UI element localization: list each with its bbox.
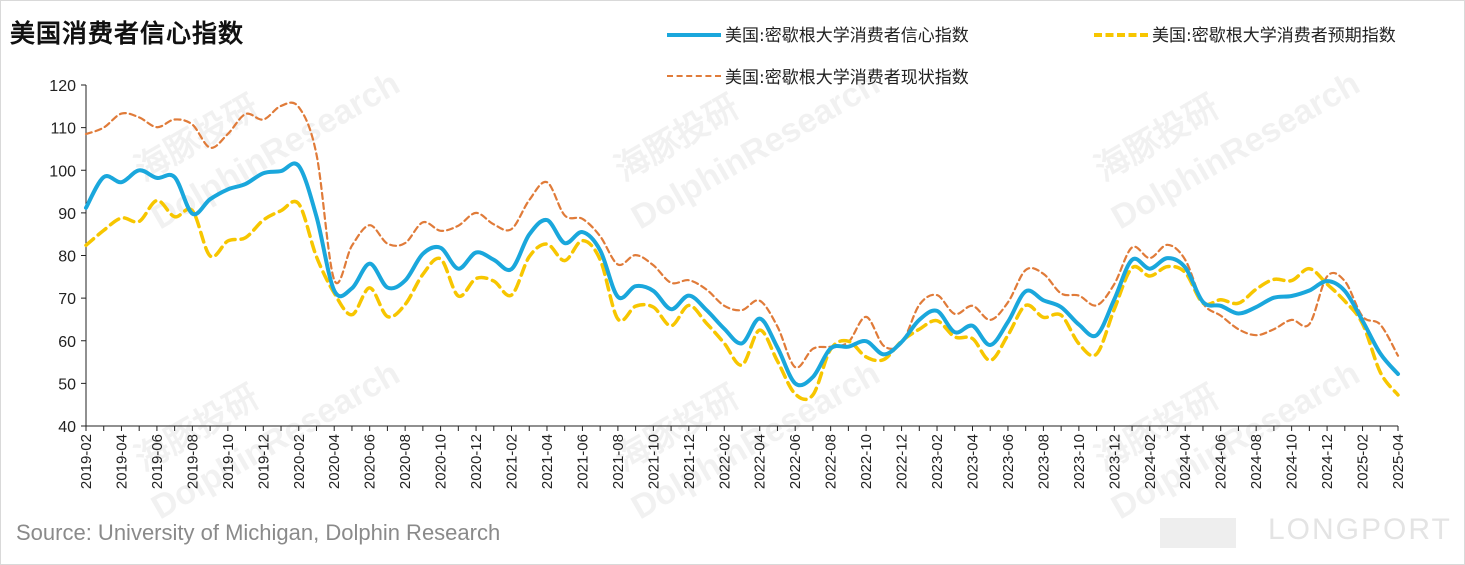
x-tick-label: 2019-04 <box>113 434 130 489</box>
x-tick-label: 2020-02 <box>291 434 308 489</box>
x-tick-label: 2019-08 <box>184 434 201 489</box>
x-tick-label: 2024-08 <box>1248 434 1265 489</box>
legend-swatch-current <box>667 75 721 77</box>
x-tick-label: 2021-10 <box>645 434 662 489</box>
y-tick-label: 90 <box>58 206 76 223</box>
x-tick-label: 2023-10 <box>1071 434 1088 489</box>
x-tick-label: 2022-10 <box>858 434 875 489</box>
x-tick-label: 2019-06 <box>149 434 166 489</box>
y-tick-label: 50 <box>58 376 76 393</box>
y-tick-label: 100 <box>49 163 76 180</box>
x-tick-label: 2024-02 <box>1142 434 1159 489</box>
x-tick-label: 2024-06 <box>1213 434 1230 489</box>
x-tick-label: 2022-06 <box>787 434 804 489</box>
y-tick-label: 70 <box>58 291 76 308</box>
x-tick-label: 2021-02 <box>504 434 521 489</box>
legend-label-current: 美国:密歇根大学消费者现状指数 <box>725 68 969 88</box>
legend-label-confidence: 美国:密歇根大学消费者信心指数 <box>725 26 969 46</box>
x-tick-label: 2022-12 <box>894 434 911 489</box>
chart-title: 美国消费者信心指数 <box>10 19 245 48</box>
x-tick-label: 2023-12 <box>1106 434 1123 489</box>
x-tick-label: 2019-12 <box>255 434 272 489</box>
x-tick-label: 2020-08 <box>397 434 414 489</box>
y-tick-label: 40 <box>58 419 76 436</box>
x-tick-label: 2025-04 <box>1390 434 1407 489</box>
legend-label-expectations: 美国:密歇根大学消费者预期指数 <box>1152 26 1396 46</box>
series-line-current <box>84 101 1400 369</box>
x-tick-label: 2023-02 <box>929 434 946 489</box>
x-tick-label: 2022-08 <box>823 434 840 489</box>
x-tick-label: 2020-04 <box>326 434 343 489</box>
legend-swatch-expectations <box>1094 33 1148 37</box>
brand-logo-icon <box>1160 518 1236 548</box>
series-line-confidence <box>84 161 1400 388</box>
x-tick-label: 2024-04 <box>1177 434 1194 489</box>
x-tick-label: 2022-02 <box>716 434 733 489</box>
source-note: Source: University of Michigan, Dolphin … <box>16 520 501 545</box>
x-tick-label: 2025-02 <box>1355 434 1372 489</box>
x-tick-label: 2019-10 <box>220 434 237 489</box>
x-tick-label: 2023-04 <box>964 434 981 489</box>
x-tick-label: 2021-12 <box>681 434 698 489</box>
y-tick-label: 120 <box>49 78 76 95</box>
x-tick-label: 2021-08 <box>610 434 627 489</box>
x-tick-label: 2023-06 <box>1000 434 1017 489</box>
legend-swatch-confidence <box>667 33 721 37</box>
x-tick-label: 2023-08 <box>1035 434 1052 489</box>
x-tick-label: 2024-10 <box>1284 434 1301 489</box>
x-tick-label: 2022-04 <box>752 434 769 489</box>
x-tick-label: 2024-12 <box>1319 434 1336 489</box>
x-tick-label: 2021-06 <box>574 434 591 489</box>
x-tick-label: 2020-06 <box>362 434 379 489</box>
y-tick-label: 110 <box>50 121 76 138</box>
x-tick-label: 2019-02 <box>78 434 95 489</box>
brand-watermark: LONGPORT <box>1268 513 1452 546</box>
y-tick-label: 60 <box>58 334 76 351</box>
series-line-expectations <box>84 198 1400 402</box>
x-tick-label: 2020-12 <box>468 434 485 489</box>
y-tick-label: 80 <box>58 249 76 266</box>
x-tick-label: 2020-10 <box>433 434 450 489</box>
x-tick-label: 2021-04 <box>539 434 556 489</box>
